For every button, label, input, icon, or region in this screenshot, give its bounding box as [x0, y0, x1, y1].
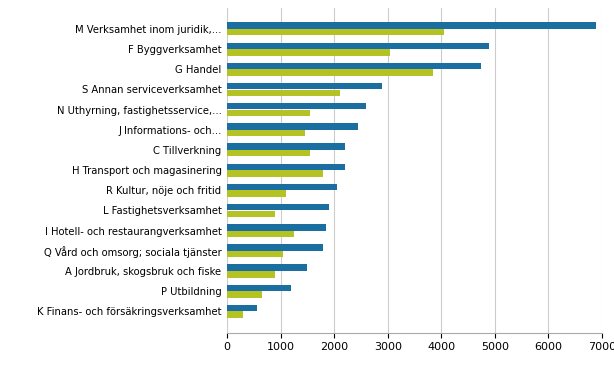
Bar — [227, 184, 337, 190]
Bar — [227, 204, 329, 210]
Bar — [227, 170, 324, 177]
Bar — [227, 244, 324, 251]
Bar — [227, 150, 310, 156]
Bar — [227, 49, 391, 56]
Bar — [227, 143, 345, 150]
Bar — [227, 130, 305, 136]
Bar — [227, 305, 257, 311]
Bar — [227, 311, 243, 318]
Bar — [227, 63, 481, 69]
Bar — [227, 271, 275, 277]
Bar — [227, 110, 310, 116]
Bar — [227, 285, 292, 291]
Bar — [227, 22, 596, 29]
Bar — [227, 291, 262, 298]
Bar — [227, 42, 489, 49]
Bar — [227, 164, 345, 170]
Bar — [227, 83, 383, 89]
Bar — [227, 251, 284, 257]
Bar — [227, 90, 340, 96]
Bar — [227, 69, 433, 76]
Bar — [227, 224, 326, 231]
Bar — [227, 29, 444, 36]
Bar — [227, 231, 294, 237]
Bar — [227, 103, 367, 110]
Bar — [227, 264, 308, 271]
Bar — [227, 211, 275, 217]
Bar — [227, 191, 286, 197]
Bar — [227, 123, 359, 130]
